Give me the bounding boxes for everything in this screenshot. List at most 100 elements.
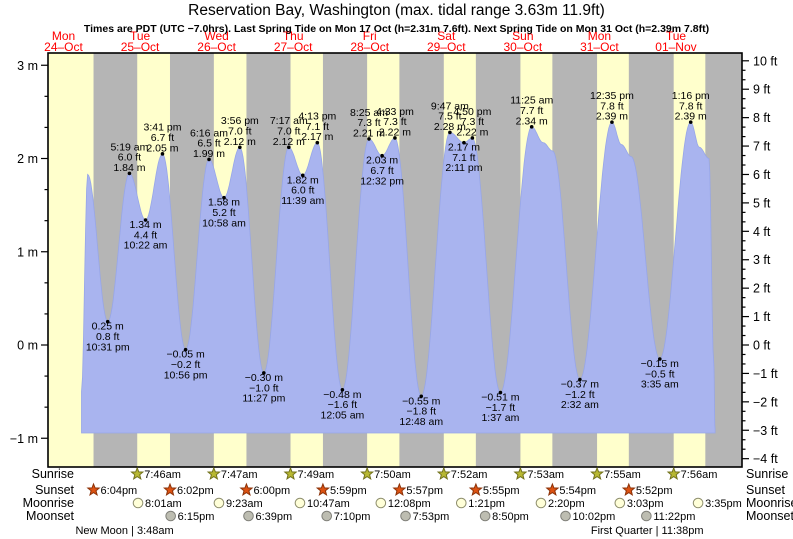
tide-annotation: 7.3 ft <box>357 117 380 129</box>
tide-annotation: 6:16 am <box>190 127 228 139</box>
tide-annotation: −0.15 m <box>641 358 679 370</box>
sunrise-star-icon <box>590 466 605 481</box>
tide-point <box>300 173 305 178</box>
moonset-time: 7:10pm <box>334 511 371 523</box>
tide-annotation: 12:05 am <box>321 409 365 421</box>
right-axis-tick-label: −3 ft <box>753 424 778 438</box>
sunset-star-icon <box>621 482 636 497</box>
tide-annotation: 2.12 m <box>273 136 305 148</box>
moonrise-circle-icon <box>132 497 144 509</box>
sunrise-time: 7:53am <box>527 469 564 481</box>
tide-annotation: 4:13 pm <box>298 111 336 123</box>
tide-annotation: 7.8 ft <box>679 100 702 112</box>
tide-annotation: 1.82 m <box>287 174 319 186</box>
left-axis-tick-label: −1 m <box>10 432 38 446</box>
sunset-star-icon <box>315 482 331 497</box>
tide-annotation: 2.39 m <box>675 111 707 123</box>
tide-annotation: −0.48 m <box>323 389 361 401</box>
right-axis-tick-label: 1 ft <box>753 310 771 324</box>
tide-area <box>81 121 716 434</box>
tide-annotation: 12:32 pm <box>360 175 404 187</box>
tide-annotation: 10:31 pm <box>86 341 130 353</box>
sunrise-time: 7:52am <box>451 469 488 481</box>
tide-point <box>127 171 132 176</box>
tide-annotation: −0.55 m <box>402 395 440 407</box>
tide-annotation: 8:25 am <box>350 107 388 119</box>
tide-annotation: −1.0 ft <box>249 382 279 394</box>
tide-annotation: 6.5 ft <box>197 138 220 150</box>
sunrise-row-label-right: Sunrise <box>746 467 788 481</box>
page-title: Reservation Bay, Washington (max. tidal … <box>188 2 605 19</box>
tide-point <box>143 218 148 222</box>
tide-point <box>380 153 384 158</box>
moonrise-circle-icon <box>455 497 467 509</box>
day-name-label: Tue <box>666 29 687 43</box>
tide-annotation: 7.3 ft <box>383 116 406 128</box>
tide-point <box>367 137 371 141</box>
sunset-star-icon <box>86 482 101 497</box>
tide-annotation: 7:17 am <box>270 115 308 127</box>
day-name-label: Wed <box>204 29 228 43</box>
moonrise-circle-icon <box>692 497 704 509</box>
tide-annotation: 2.22 m <box>379 126 411 138</box>
sunset-time: 6:00pm <box>253 485 290 497</box>
tide-annotation: 10:22 am <box>124 240 168 252</box>
right-axis-tick-label: −1 ft <box>753 367 778 381</box>
right-axis-tick-label: 0 ft <box>753 339 771 353</box>
left-axis-tick-label: 0 m <box>17 339 38 353</box>
sunrise-star-icon <box>513 466 528 481</box>
sunrise-row-label-left: Sunrise <box>32 467 74 481</box>
moonrise-circle-icon <box>535 497 547 509</box>
tide-point <box>207 157 211 162</box>
tide-annotation: 0.8 ft <box>96 331 119 343</box>
tide-point <box>462 140 466 145</box>
tide-point <box>262 371 266 375</box>
right-axis-tick-label: 7 ft <box>753 140 771 154</box>
sunset-star-icon <box>468 482 483 497</box>
sunset-row-label-left: Sunset <box>35 483 74 497</box>
moonset-circle-icon <box>321 510 333 522</box>
sunrise-star-icon <box>360 466 375 481</box>
tide-annotation: 6.7 ft <box>151 132 174 144</box>
tide-annotation: 2.12 m <box>224 136 256 148</box>
sunset-time: 6:02pm <box>177 485 214 497</box>
sunrise-time: 7:50am <box>374 469 411 481</box>
tide-annotation: 2.22 m <box>456 126 488 138</box>
moonset-circle-icon <box>479 510 491 522</box>
tide-point <box>222 195 226 200</box>
moonset-circle-icon <box>560 510 571 522</box>
moon-phase-label: First Quarter | 11:38pm <box>591 525 704 537</box>
day-date-label: 31–Oct <box>580 40 619 54</box>
tide-point <box>287 145 291 150</box>
moonset-time: 6:15pm <box>178 511 215 523</box>
tide-point <box>419 394 424 399</box>
tide-annotation: 2:32 am <box>561 399 599 411</box>
right-axis-tick-label: 10 ft <box>753 54 778 68</box>
sunset-time: 6:04pm <box>101 485 138 497</box>
moonrise-time: 8:01am <box>145 498 182 510</box>
tide-annotation: 12:35 pm <box>590 90 634 102</box>
right-axis-tick-label: 9 ft <box>753 83 771 97</box>
tide-annotation: 0.25 m <box>92 321 124 333</box>
right-axis-tick-label: −2 ft <box>753 395 778 409</box>
tide-annotation: 2.39 m <box>596 111 628 123</box>
tide-annotation: −0.05 m <box>166 349 204 361</box>
tide-annotation: 4:33 pm <box>376 106 414 118</box>
tide-annotation: 2:11 pm <box>445 162 482 174</box>
day-date-label: 27–Oct <box>274 40 313 54</box>
left-axis-tick-label: 1 m <box>17 245 38 259</box>
tide-annotation: −0.30 m <box>245 372 283 384</box>
tide-point <box>238 145 242 150</box>
moonrise-circle-icon <box>375 497 387 509</box>
tide-annotation: 7.0 ft <box>277 126 300 138</box>
moonrise-time: 2:20pm <box>548 498 585 510</box>
tide-annotation: 11:27 pm <box>242 393 285 405</box>
tide-annotation: 2.28 m <box>434 121 466 133</box>
tide-annotation: 7.8 ft <box>600 100 623 112</box>
sunset-star-icon <box>163 482 177 497</box>
day-date-label: 29–Oct <box>427 40 466 54</box>
tide-annotation: 10:58 am <box>202 217 246 229</box>
tide-annotation: 1.58 m <box>208 197 240 209</box>
